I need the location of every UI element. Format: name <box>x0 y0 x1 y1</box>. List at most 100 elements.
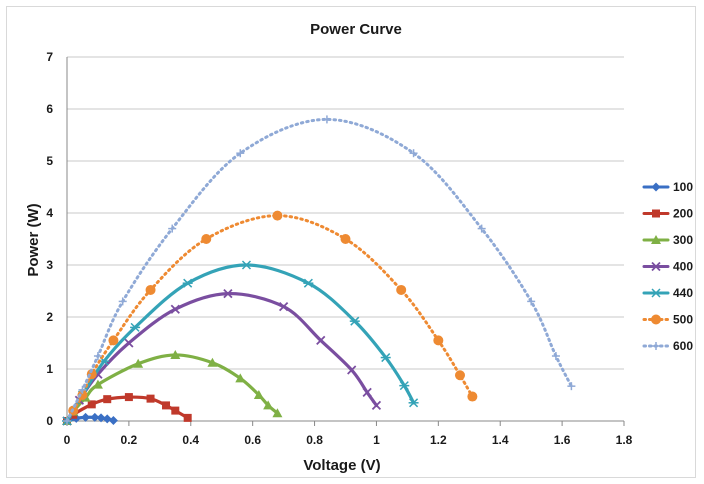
y-tick-label: 0 <box>46 414 53 428</box>
data-point-400 <box>223 288 233 299</box>
data-point-440 <box>408 398 419 408</box>
data-point-440 <box>182 278 193 288</box>
gridlines <box>67 56 624 370</box>
data-point-200 <box>171 406 180 415</box>
legend-label-200: 200 <box>673 207 693 221</box>
data-point-300 <box>133 358 144 368</box>
data-point-500 <box>454 370 465 381</box>
data-point-500 <box>108 335 119 346</box>
data-point-100 <box>108 415 118 425</box>
data-point-500 <box>433 335 444 346</box>
data-point-440 <box>130 322 141 332</box>
data-point-400 <box>371 400 382 411</box>
data-point-300 <box>207 357 218 367</box>
data-point-500 <box>467 391 478 402</box>
data-point-200 <box>183 413 192 422</box>
data-point-100 <box>81 412 91 422</box>
data-point-300 <box>253 390 264 399</box>
data-point-500 <box>396 284 407 295</box>
legend-label-500: 500 <box>673 313 693 327</box>
legend-marker-500 <box>651 314 661 325</box>
data-point-400 <box>347 365 357 375</box>
y-tick-label: 2 <box>46 310 53 324</box>
legend-item-300: 300 <box>642 233 693 247</box>
series-line-400 <box>65 291 379 423</box>
legend-label-100: 100 <box>673 180 693 194</box>
data-point-600 <box>527 297 536 306</box>
data-point-440 <box>399 381 410 391</box>
series-line-600 <box>65 117 573 423</box>
data-point-400 <box>278 301 289 312</box>
legend-item-200: 200 <box>642 207 693 221</box>
data-point-600 <box>322 115 331 124</box>
data-point-440 <box>303 278 314 288</box>
series-600 <box>63 115 576 425</box>
data-point-200 <box>87 400 96 409</box>
data-point-200 <box>146 394 155 403</box>
data-point-600 <box>78 385 87 394</box>
data-point-400 <box>316 335 326 346</box>
data-point-600 <box>567 382 576 391</box>
x-tick-label: 1.2 <box>430 433 447 447</box>
y-tick-label: 6 <box>46 102 53 116</box>
legend-marker-400 <box>651 261 661 272</box>
data-point-440 <box>380 353 391 363</box>
x-tick-label: 1 <box>373 433 380 447</box>
data-point-500 <box>272 210 283 221</box>
legend-label-440: 440 <box>673 286 693 300</box>
y-tick-label: 3 <box>46 258 53 272</box>
legend-item-100: 100 <box>642 180 693 194</box>
x-tick-label: 0.4 <box>182 433 199 447</box>
data-point-600 <box>118 297 127 306</box>
data-point-300 <box>92 379 103 389</box>
series-line-500 <box>71 214 474 413</box>
legend-item-600: 600 <box>642 339 693 353</box>
legend-item-500: 500 <box>642 313 693 327</box>
x-tick-label: 0.8 <box>306 433 323 447</box>
data-point-100 <box>102 414 112 424</box>
data-point-500 <box>340 234 351 244</box>
tick-labels: 0 1 2 3 4 5 6 7 0 0.2 0.4 0.6 0.8 1 1.2 1.4 1.6 1.8 <box>46 50 632 447</box>
legend-item-400: 400 <box>642 260 693 274</box>
data-point-400 <box>362 387 372 398</box>
y-tick-label: 7 <box>46 50 53 64</box>
data-point-600 <box>551 352 560 360</box>
x-tick-label: 1.4 <box>492 433 509 447</box>
x-tick-label: 0.6 <box>244 433 261 447</box>
data-point-600 <box>236 149 245 158</box>
data-point-600 <box>168 224 177 233</box>
x-tick-label: 1.6 <box>554 433 571 447</box>
x-tick-label: 1.8 <box>616 433 633 447</box>
data-point-400 <box>170 304 180 314</box>
x-tick-label: 0.2 <box>121 433 138 447</box>
legend-marker-300 <box>651 235 661 244</box>
data-point-100 <box>96 413 106 423</box>
data-point-200 <box>103 395 112 404</box>
x-axis-title: Voltage (V) <box>303 457 380 474</box>
data-point-300 <box>272 408 283 418</box>
data-point-400 <box>124 338 134 348</box>
data-point-600 <box>409 149 418 158</box>
series-440 <box>62 260 419 426</box>
legend: 100 200 300 400 440 500 600 <box>642 180 693 353</box>
y-tick-label: 5 <box>46 154 53 168</box>
y-tick-label: 4 <box>46 206 53 220</box>
data-point-200 <box>162 401 171 410</box>
data-point-440 <box>241 260 252 270</box>
data-point-600 <box>63 417 71 425</box>
y-axis-title: Power (W) <box>25 203 42 276</box>
legend-label-600: 600 <box>673 339 693 353</box>
data-point-600 <box>477 224 486 233</box>
data-point-300 <box>170 349 181 359</box>
legend-marker-600 <box>652 342 660 350</box>
series-400 <box>62 288 382 426</box>
y-tick-label: 1 <box>46 362 53 376</box>
data-point-600 <box>93 352 102 360</box>
data-point-300 <box>235 373 246 383</box>
legend-marker-440 <box>651 288 661 298</box>
x-tick-label: 0 <box>64 433 71 447</box>
data-point-100 <box>90 412 100 422</box>
legend-label-400: 400 <box>673 260 693 274</box>
series-group <box>62 115 576 426</box>
